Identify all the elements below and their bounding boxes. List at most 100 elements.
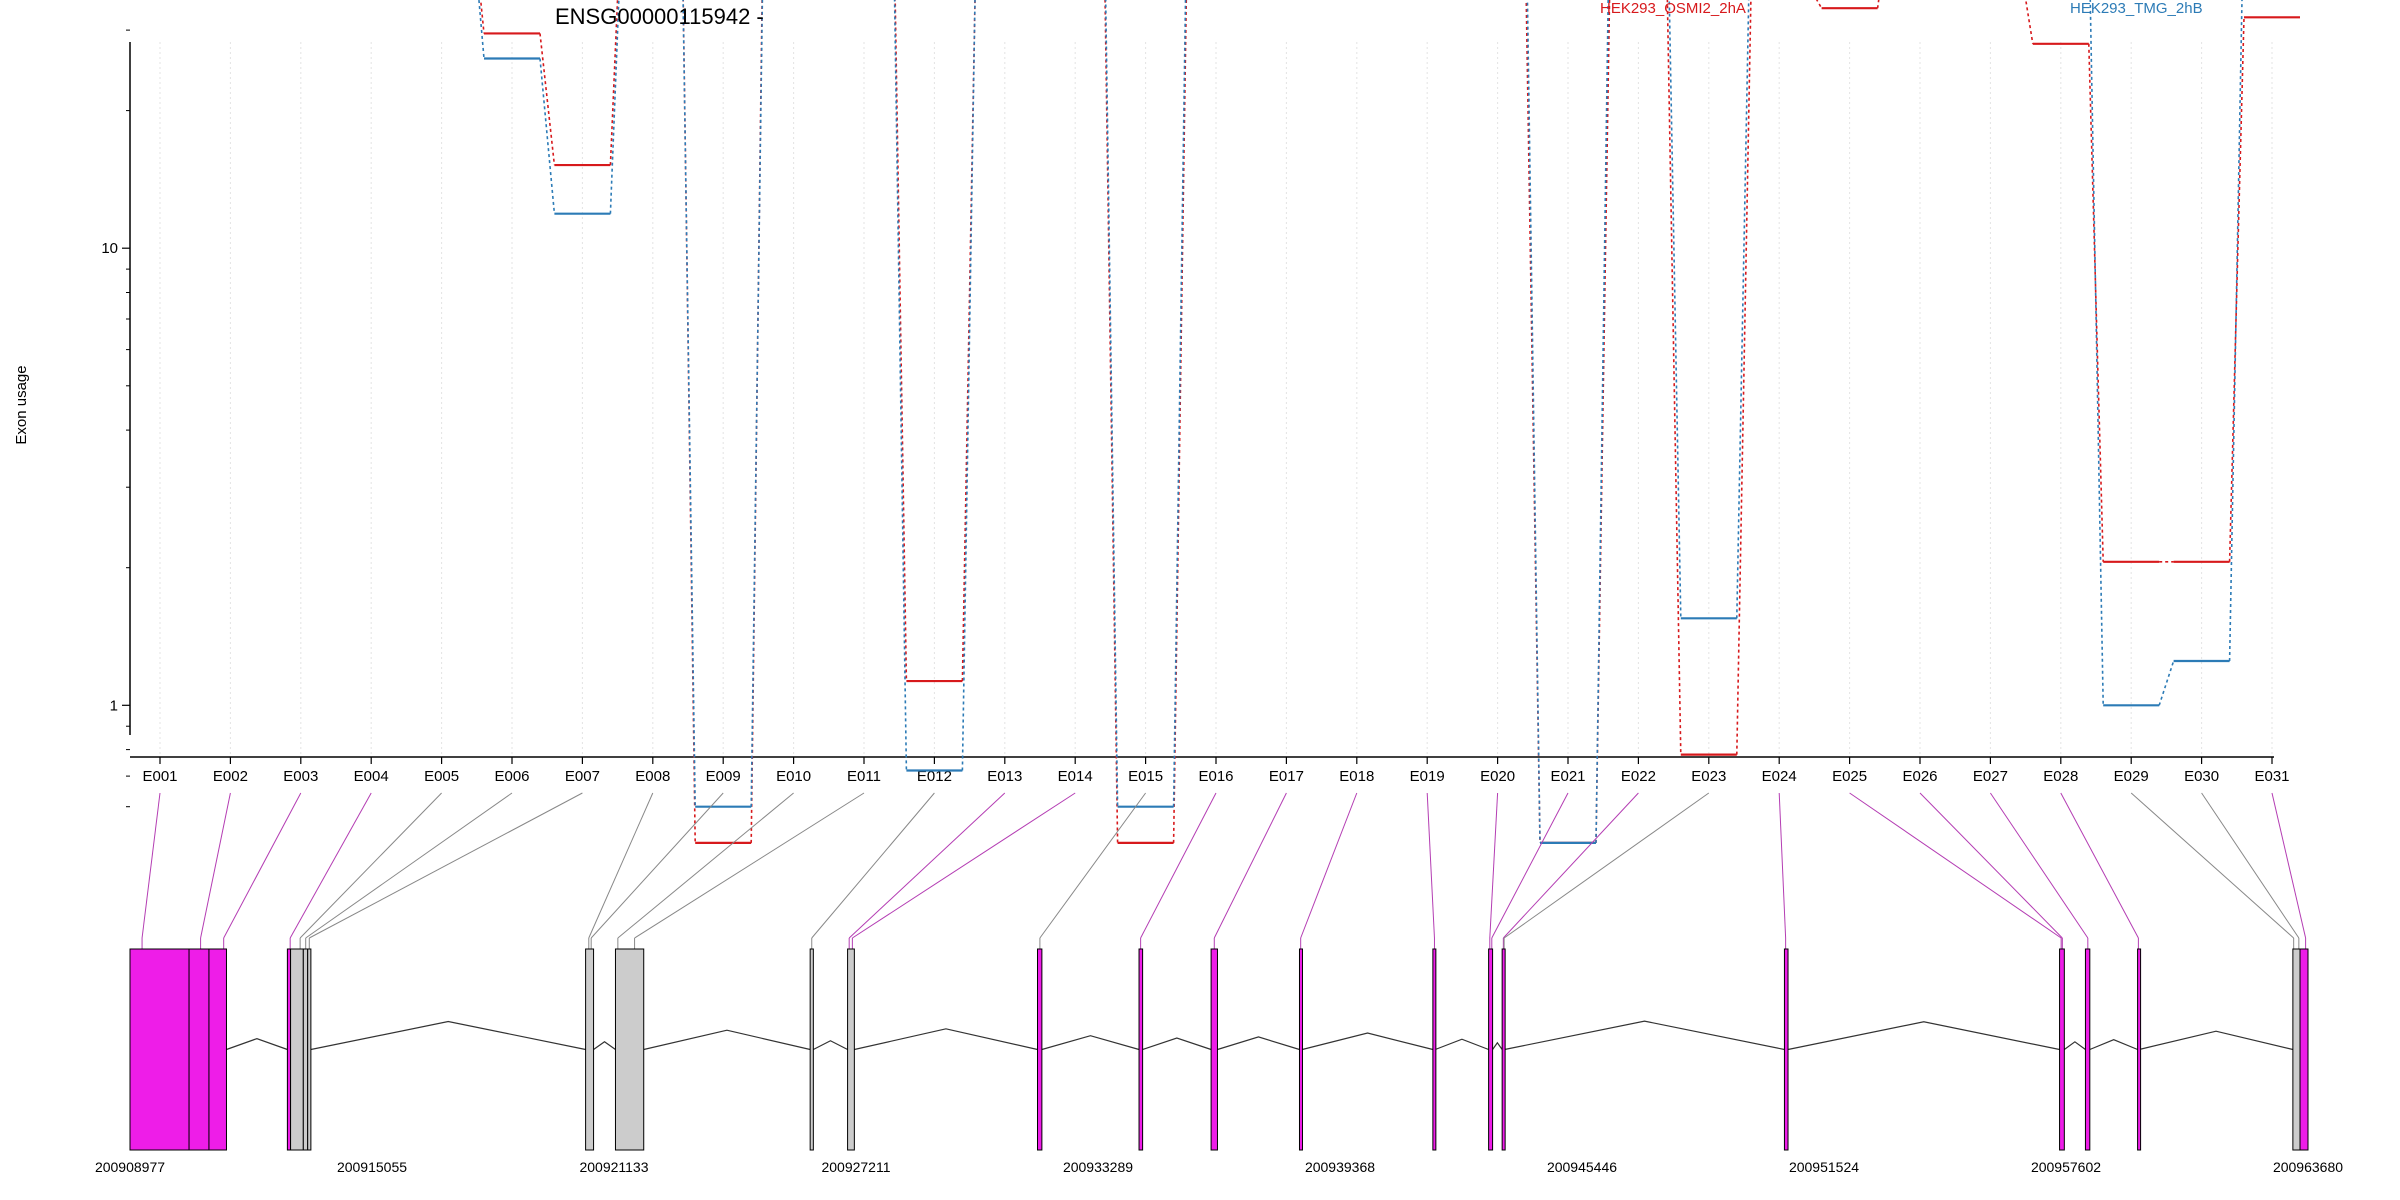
- exon-box: [1783, 948, 1789, 1151]
- series-connector: [1668, 0, 1682, 619]
- exon-connector: [1502, 792, 1639, 939]
- y-axis-label: Exon usage: [13, 365, 30, 444]
- intron-line: [1492, 1041, 1503, 1050]
- exon-connector: [852, 792, 1076, 939]
- exon-connector: [1426, 792, 1435, 939]
- series-connector: [1172, 0, 1187, 807]
- x-tick-label: E005: [424, 768, 459, 785]
- intron-line: [593, 1041, 616, 1050]
- exon-box: [2137, 948, 2142, 1151]
- series-connector: [1736, 0, 1750, 619]
- exon-box: [1488, 948, 1494, 1151]
- exon-box: [2292, 948, 2301, 1151]
- genomic-coordinate-label: 200908977: [95, 1159, 165, 1175]
- x-tick-label: E015: [1128, 768, 1163, 785]
- intron-line: [1217, 1036, 1300, 1051]
- x-tick-label: E024: [1762, 768, 1797, 785]
- intron-line: [310, 1020, 586, 1051]
- series-connector: [1172, 0, 1188, 843]
- series-connector: [1736, 0, 1752, 755]
- exon-connector: [1849, 792, 2062, 939]
- exon-connector-lines: [141, 792, 2307, 949]
- x-tick-label: E002: [213, 768, 248, 785]
- intron-line: [854, 1028, 1038, 1051]
- exon-connector: [848, 792, 1006, 939]
- exon-box: [129, 948, 190, 1151]
- series-connector: [893, 0, 908, 771]
- series-connector: [2088, 43, 2104, 562]
- exon-box: [307, 948, 312, 1151]
- series-connector: [1815, 0, 1823, 9]
- series-connector: [539, 58, 556, 214]
- x-tick-label: E009: [706, 768, 741, 785]
- intron-line: [1142, 1037, 1212, 1051]
- legend-entry-tmg: HEK293_TMG_2hB: [2070, 0, 2203, 17]
- legend-entry-osmi2: HEK293_OSMI2_2hA: [1600, 0, 1746, 17]
- exon-box: [1037, 948, 1043, 1151]
- genomic-coordinate-label: 200939368: [1305, 1159, 1375, 1175]
- x-tick-label: E001: [142, 768, 177, 785]
- exon-connector: [200, 792, 231, 939]
- genomic-coordinate-label: 200933289: [1063, 1159, 1133, 1175]
- x-tick-label: E029: [2114, 768, 2149, 785]
- exon-connector: [1300, 792, 1358, 939]
- x-tick-label: E022: [1621, 768, 1656, 785]
- exon-connector: [1140, 792, 1217, 939]
- exon-connector: [223, 792, 302, 939]
- genomic-coordinate-label: 200927211: [821, 1159, 890, 1175]
- exon-box: [1138, 948, 1144, 1151]
- exon-connector: [1778, 792, 1787, 939]
- series-connector: [1104, 0, 1119, 843]
- chart-title: ENSG00000115942 -: [555, 4, 764, 29]
- x-tick-label: E030: [2184, 768, 2219, 785]
- intron-line: [2139, 1030, 2294, 1051]
- x-tick-label: E014: [1058, 768, 1093, 785]
- genomic-coordinate-label: 200915055: [337, 1159, 407, 1175]
- series-connector: [1526, 0, 1541, 843]
- exon-box: [1501, 948, 1506, 1151]
- exon-connector: [2201, 792, 2300, 939]
- x-tick-label: E004: [354, 768, 389, 785]
- series-connector: [2158, 660, 2175, 706]
- exon-box: [847, 948, 855, 1151]
- x-tick-label: E026: [1902, 768, 1937, 785]
- series-connector: [1666, 0, 1682, 755]
- exon-box: [188, 948, 210, 1151]
- exon-connector: [299, 792, 442, 939]
- series-connector: [750, 0, 764, 807]
- grid-lines: [159, 42, 2273, 755]
- exon-connector: [811, 792, 935, 939]
- x-tick-label: E011: [847, 768, 881, 785]
- exon-connector: [634, 792, 865, 939]
- series-connector: [479, 0, 485, 34]
- series-connector: [2228, 0, 2243, 662]
- series-connector: [961, 0, 976, 682]
- exon-box: [1210, 948, 1218, 1151]
- exon-box: [2299, 948, 2309, 1151]
- intron-line: [1787, 1021, 2060, 1051]
- series-connector: [1525, 0, 1541, 843]
- x-tick-label: E018: [1339, 768, 1374, 785]
- series-connector: [478, 0, 485, 59]
- exon-connector: [1989, 792, 2089, 939]
- exon-connector: [1491, 792, 1569, 939]
- series-0: [479, 0, 2300, 845]
- x-tick-label: E012: [917, 768, 952, 785]
- exon-connector: [305, 792, 513, 939]
- x-tick-label: E028: [2043, 768, 2078, 785]
- exon-box: [290, 948, 304, 1151]
- intron-line: [1504, 1020, 1785, 1051]
- series-connector: [1104, 0, 1119, 807]
- exon-connector: [588, 792, 654, 939]
- exon-connector: [1919, 792, 2063, 939]
- intron-line: [226, 1037, 288, 1051]
- intron-line: [2063, 1041, 2086, 1050]
- series-connector: [682, 0, 696, 807]
- exon-connector: [1213, 792, 1287, 939]
- x-tick-label: E021: [1550, 768, 1585, 785]
- intron-line: [643, 1029, 811, 1051]
- exon-connector: [1503, 792, 1710, 939]
- exon-box: [2059, 948, 2065, 1151]
- series-1: [478, 0, 2243, 845]
- intron-line: [2089, 1039, 2138, 1051]
